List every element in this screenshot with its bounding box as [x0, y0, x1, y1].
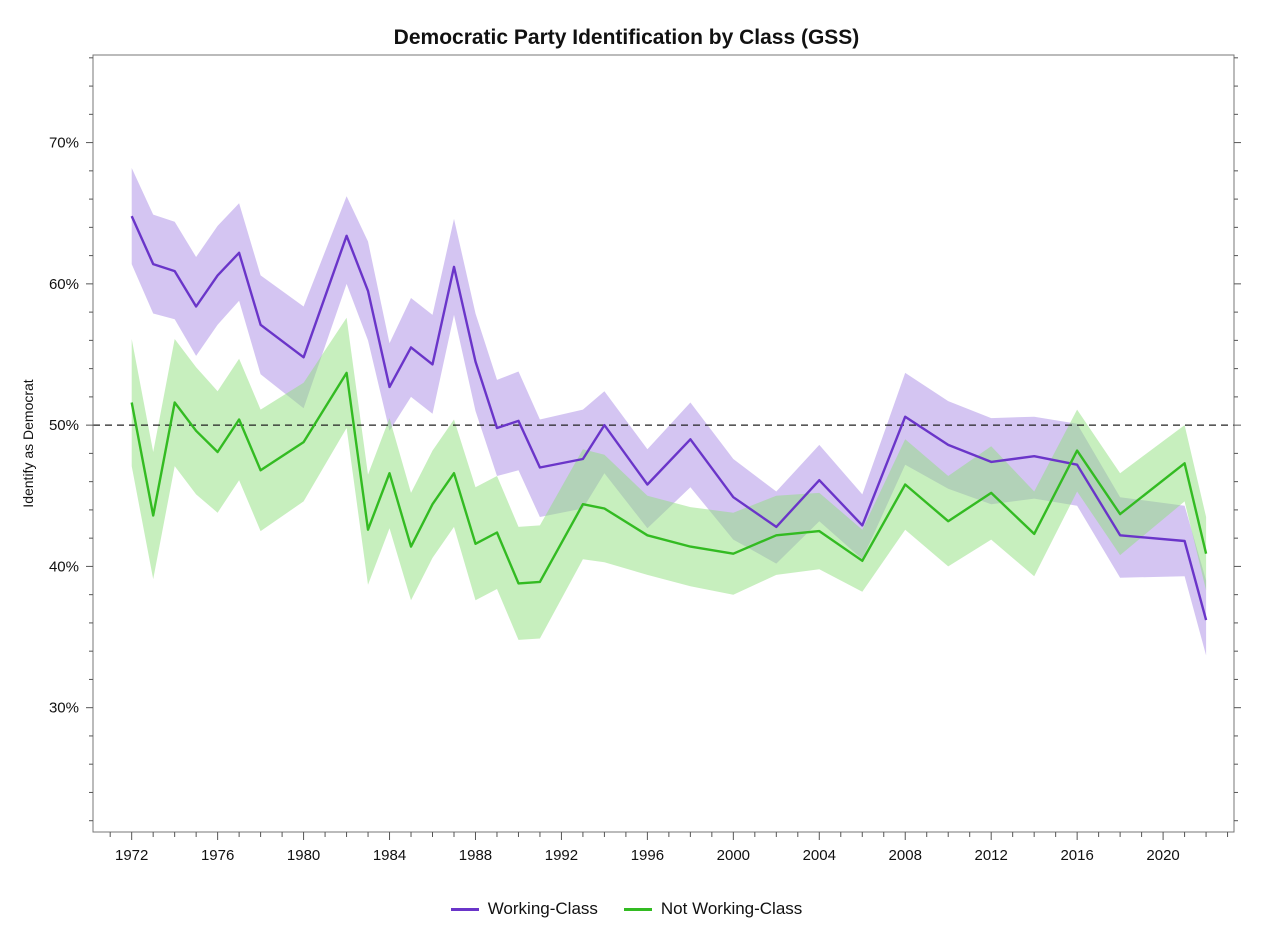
x-tick-label: 2004: [803, 847, 836, 864]
x-tick-label: 1992: [545, 847, 578, 864]
y-tick-label: 30%: [49, 700, 79, 717]
x-tick-label: 2008: [889, 847, 922, 864]
legend-item-not-working-class: Not Working-Class: [623, 899, 803, 919]
legend-swatch-working-class: [450, 907, 479, 911]
plot-frame: [92, 54, 1235, 833]
legend-label-not-working-class: Not Working-Class: [660, 899, 803, 918]
y-tick-label: 60%: [49, 276, 79, 293]
x-tick-label: 2012: [975, 847, 1008, 864]
y-tick-label: 40%: [49, 558, 79, 575]
y-tick-label: 70%: [49, 135, 79, 152]
series-line-working-class: [130, 215, 1208, 621]
legend-item-working-class: Working-Class: [450, 899, 598, 919]
y-tick-label: 50%: [49, 417, 79, 434]
y-axis-label: Identify as Democrat: [20, 379, 36, 507]
x-tick-label: 2000: [717, 847, 750, 864]
x-tick-label: 1996: [631, 847, 664, 864]
x-tick-label: 1972: [115, 847, 148, 864]
legend-swatch-not-working-class: [623, 907, 652, 911]
chart-title: Democratic Party Identification by Class…: [393, 26, 860, 49]
x-tick-label: 2020: [1146, 847, 1179, 864]
confidence-band-working-class: [131, 168, 1207, 656]
x-tick-label: 1976: [201, 847, 234, 864]
legend: Working-Class Not Working-Class: [0, 899, 1253, 919]
x-tick-label: 1984: [373, 847, 406, 864]
x-tick-label: 1988: [459, 847, 492, 864]
x-tick-label: 2016: [1060, 847, 1093, 864]
confidence-band-not-working-class: [131, 317, 1207, 640]
legend-label-working-class: Working-Class: [487, 899, 598, 918]
x-tick-label: 1980: [287, 847, 320, 864]
series-line-not-working-class: [130, 371, 1208, 585]
